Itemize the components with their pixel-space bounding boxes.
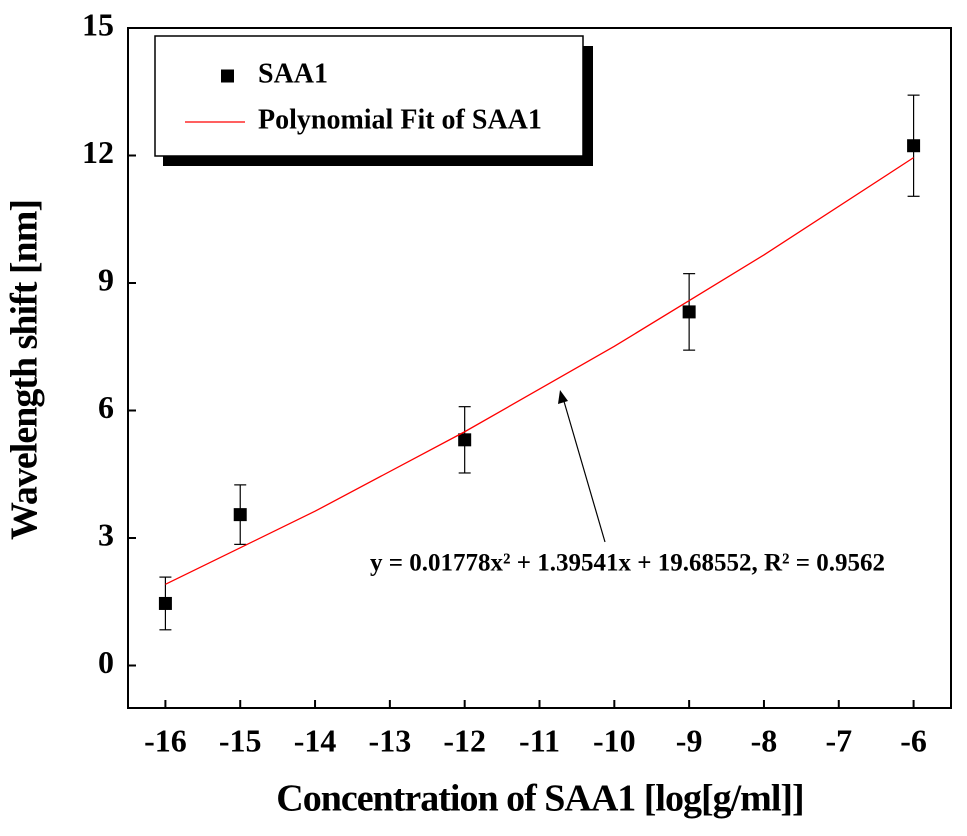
legend-label: SAA1 <box>258 58 328 89</box>
point <box>158 596 172 610</box>
legend-label: Polynomial Fit of SAA1 <box>258 104 542 135</box>
x-tick-label: -9 <box>676 722 703 758</box>
y-tick-label: 0 <box>98 644 114 680</box>
point <box>458 433 472 447</box>
x-tick-label: -11 <box>519 722 560 758</box>
legend-marker <box>221 69 234 83</box>
x-tick-label: -10 <box>593 722 636 758</box>
y-tick-label: 3 <box>98 516 114 552</box>
point <box>233 508 247 522</box>
x-axis-label: Concentration of SAA1 [log[g/ml]] <box>276 778 803 820</box>
fit-line <box>165 157 914 585</box>
x-tick-label: -14 <box>294 722 337 758</box>
point <box>907 139 921 153</box>
x-tick-label: -15 <box>219 722 262 758</box>
x-tick-label: -6 <box>900 722 927 758</box>
y-axis-label: Wavelength shift [nm] <box>4 200 46 540</box>
arrow <box>562 397 606 543</box>
x-tick-label: -16 <box>144 722 187 758</box>
y-tick-label: 6 <box>98 389 114 425</box>
y-tick-label: 12 <box>82 134 114 170</box>
x-tick-label: -13 <box>369 722 412 758</box>
y-tick-label: 9 <box>98 261 114 297</box>
x-tick-label: -7 <box>825 722 852 758</box>
y-tick-label: 15 <box>82 6 114 42</box>
x-tick-label: -8 <box>751 722 778 758</box>
legend-box <box>154 35 584 157</box>
point <box>682 305 696 319</box>
x-tick-label: -12 <box>443 722 486 758</box>
fit-equation: y = 0.01778x² + 1.39541x + 19.68552, R² … <box>370 550 885 577</box>
arrow-head <box>558 390 568 404</box>
